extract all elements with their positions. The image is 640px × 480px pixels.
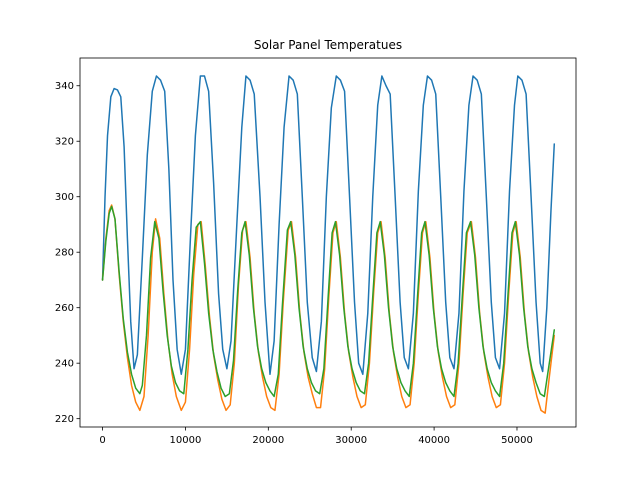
chart-title: Solar Panel Temperatues bbox=[254, 38, 402, 52]
x-tick-label: 20000 bbox=[252, 435, 284, 446]
x-tick-label: 30000 bbox=[335, 435, 367, 446]
y-tick-label: 280 bbox=[55, 248, 74, 259]
x-tick-label: 0 bbox=[99, 435, 105, 446]
y-tick-label: 320 bbox=[55, 137, 74, 148]
y-axis: 220 240 260 280 300 320 340 bbox=[55, 81, 80, 425]
plot-frame bbox=[79, 57, 577, 428]
y-tick-label: 300 bbox=[55, 192, 74, 203]
x-axis: 0 10000 20000 30000 40000 50000 bbox=[99, 427, 533, 446]
series-line-1 bbox=[101, 75, 556, 376]
series-line-3 bbox=[101, 205, 556, 398]
plot-area: 0 10000 20000 30000 40000 50000 220 240 260 280 3… bbox=[55, 57, 577, 446]
x-tick-label: 10000 bbox=[170, 435, 202, 446]
x-tick-label: 50000 bbox=[501, 435, 533, 446]
x-tick-label: 40000 bbox=[418, 435, 450, 446]
series-layer bbox=[101, 75, 556, 414]
y-tick-label: 240 bbox=[55, 359, 74, 370]
y-tick-label: 340 bbox=[55, 81, 74, 92]
y-tick-label: 220 bbox=[55, 414, 74, 425]
y-tick-label: 260 bbox=[55, 303, 74, 314]
